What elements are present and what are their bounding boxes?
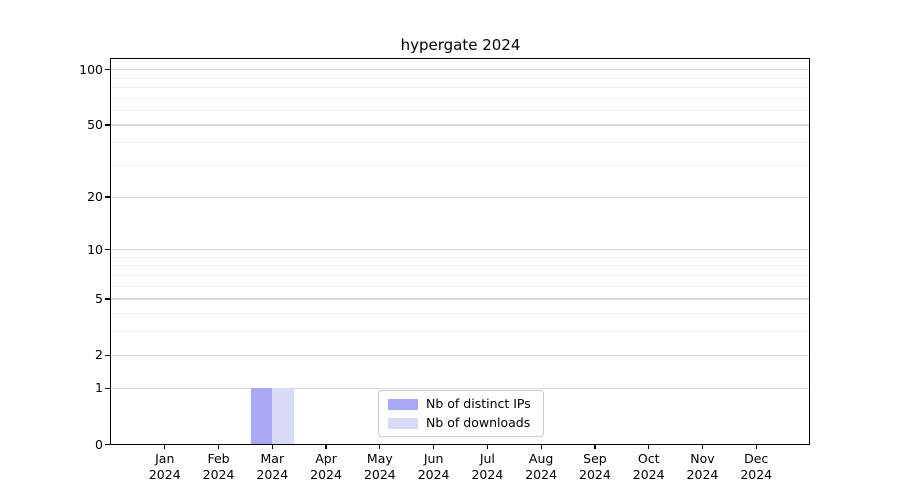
- x-tick-month-jun: Jun: [423, 451, 444, 466]
- bar-downloads-mar-2024: [272, 388, 294, 445]
- x-tick-feb: [217, 444, 220, 449]
- y-tick-label-0: 0: [95, 436, 103, 452]
- x-tick-month-apr: Apr: [315, 451, 337, 466]
- minor-gridline-8: [111, 265, 810, 267]
- x-tick-year-dec: 2024: [740, 466, 773, 482]
- x-tick-jan: [164, 444, 166, 449]
- bar-distinct-ips-mar-2024: [250, 388, 273, 445]
- x-tick-month-aug: Aug: [528, 451, 554, 466]
- x-tick-aug: [540, 444, 542, 449]
- x-tick-label-jul: Jul 2024: [459, 451, 515, 482]
- x-tick-label-feb: Feb 2024: [191, 451, 247, 482]
- y-tick-label-50: 50: [87, 117, 103, 133]
- y-tick-5: [105, 298, 111, 300]
- x-tick-jun: [432, 444, 435, 449]
- x-tick-label-jun: Jun 2024: [406, 451, 462, 482]
- x-tick-year-mar: 2024: [256, 466, 289, 482]
- x-tick-year-aug: 2024: [525, 466, 558, 482]
- x-tick-year-may: 2024: [363, 466, 396, 482]
- x-tick-year-jun: 2024: [417, 466, 450, 482]
- minor-gridline-4: [111, 313, 810, 315]
- x-tick-mar: [271, 444, 273, 449]
- x-tick-month-sep: Sep: [583, 451, 607, 466]
- minor-gridline-3: [111, 331, 810, 333]
- major-gridline-20: [111, 196, 810, 198]
- x-tick-jul: [486, 444, 489, 449]
- x-tick-month-jan: Jan: [155, 451, 175, 466]
- y-tick-10: [105, 249, 111, 251]
- y-tick-2: [105, 354, 111, 356]
- y-tick-label-1: 1: [95, 380, 103, 396]
- minor-gridline-80: [111, 86, 810, 88]
- legend-item-distinct-ips: Nb of distinct IPs: [388, 396, 534, 412]
- y-tick-label-2: 2: [95, 347, 103, 363]
- x-tick-year-feb: 2024: [202, 466, 235, 482]
- x-tick-month-mar: Mar: [260, 451, 285, 466]
- x-tick-label-may: May 2024: [352, 451, 408, 482]
- y-tick-label-10: 10: [87, 241, 103, 257]
- major-gridline-10: [111, 249, 810, 251]
- x-tick-year-nov: 2024: [686, 466, 719, 482]
- x-tick-month-oct: Oct: [637, 451, 660, 466]
- x-tick-label-mar: Mar 2024: [244, 451, 300, 482]
- y-tick-100: [105, 68, 111, 71]
- major-gridline-50: [111, 124, 810, 126]
- x-tick-oct: [648, 444, 650, 449]
- x-tick-year-jan: 2024: [148, 466, 181, 482]
- y-tick-label-20: 20: [87, 189, 103, 205]
- x-tick-label-nov: Nov 2024: [674, 451, 730, 482]
- legend-label-distinct-ips: Nb of distinct IPs: [426, 396, 531, 411]
- x-tick-may: [379, 444, 381, 449]
- x-tick-label-sep: Sep 2024: [567, 451, 623, 482]
- minor-gridline-7: [111, 275, 810, 277]
- major-gridline-100: [111, 68, 810, 71]
- minor-gridline-70: [111, 97, 810, 99]
- x-tick-label-oct: Oct 2024: [621, 451, 677, 482]
- legend-swatch-distinct-ips: [388, 398, 418, 410]
- x-tick-month-nov: Nov: [690, 451, 715, 466]
- x-tick-year-jul: 2024: [471, 466, 504, 482]
- x-tick-dec: [755, 444, 757, 449]
- legend-label-downloads: Nb of downloads: [426, 415, 531, 430]
- minor-gridline-30: [111, 165, 810, 166]
- y-tick-1: [105, 387, 111, 389]
- minor-gridline-40: [111, 142, 810, 144]
- legend-swatch-downloads: [388, 417, 418, 429]
- y-tick-50: [105, 124, 111, 126]
- major-gridline-5: [111, 298, 810, 300]
- x-tick-nov: [701, 444, 704, 449]
- minor-gridline-90: [111, 77, 810, 79]
- y-tick-0: [105, 443, 111, 446]
- x-tick-year-oct: 2024: [632, 466, 665, 482]
- y-tick-label-100: 100: [79, 61, 103, 77]
- legend: Nb of distinct IPs Nb of downloads: [378, 390, 544, 437]
- chart-title: hypergate 2024: [400, 36, 521, 54]
- y-tick-20: [105, 196, 111, 198]
- minor-gridline-6: [111, 285, 810, 287]
- x-tick-label-jan: Jan 2024: [137, 451, 193, 482]
- x-tick-year-apr: 2024: [310, 466, 342, 482]
- x-tick-month-may: May: [366, 451, 393, 466]
- x-tick-month-feb: Feb: [207, 451, 230, 466]
- x-tick-label-dec: Dec 2024: [728, 451, 784, 482]
- x-tick-year-sep: 2024: [579, 466, 611, 482]
- x-tick-label-aug: Aug 2024: [513, 451, 569, 482]
- x-tick-label-apr: Apr 2024: [298, 451, 354, 482]
- x-tick-apr: [325, 444, 327, 449]
- x-tick-month-jul: Jul: [479, 451, 495, 466]
- minor-gridline-60: [111, 110, 810, 111]
- minor-gridline-110: [111, 61, 810, 63]
- major-gridline-2: [111, 354, 810, 356]
- major-gridline-1: [111, 387, 810, 389]
- minor-gridline-9: [111, 256, 810, 258]
- y-tick-label-5: 5: [95, 290, 103, 306]
- legend-item-downloads: Nb of downloads: [388, 415, 534, 431]
- x-tick-month-dec: Dec: [744, 451, 769, 466]
- x-tick-sep: [594, 444, 596, 449]
